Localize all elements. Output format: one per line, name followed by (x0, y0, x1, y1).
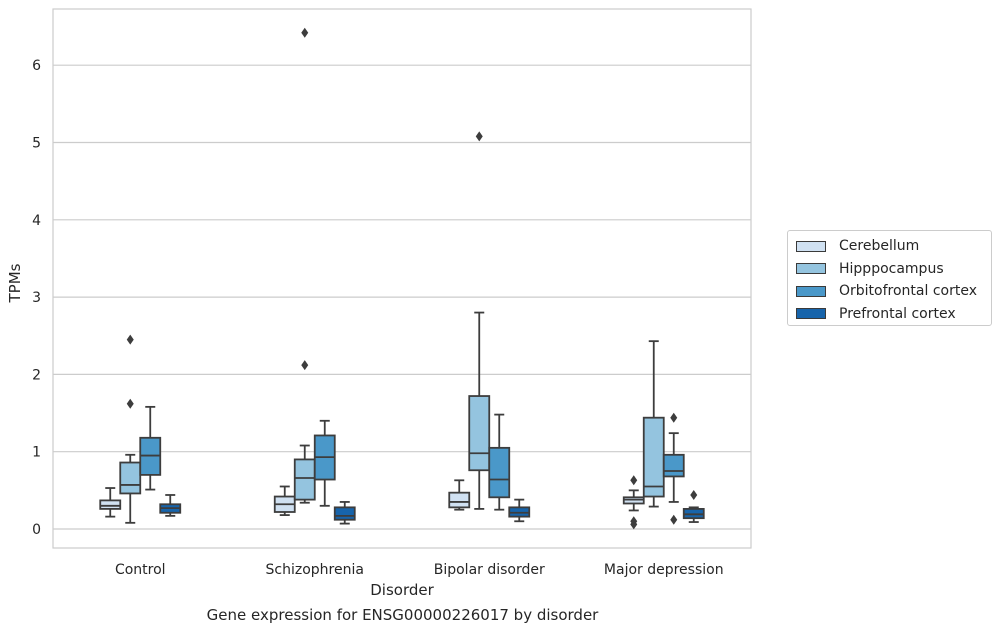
box-body (333, 506, 356, 521)
box-1-2 (313, 419, 336, 507)
x-tick-labels: Control Schizophrenia Bipolar disorder Majo… (115, 562, 724, 578)
legend-swatch (796, 240, 826, 252)
box-1-0 (273, 485, 296, 516)
legend: Cerebellum Hipppocampus Orbitofrontal cort… (787, 230, 992, 326)
box-2-0 (448, 479, 471, 511)
x-tick-label: Schizophrenia (266, 562, 364, 578)
box-body (468, 395, 491, 472)
outlier-point (670, 514, 678, 525)
legend-label: Prefrontal cortex (839, 305, 956, 322)
box-0-1 (119, 334, 142, 524)
y-tick-label: 3 (32, 290, 41, 306)
box-3-1 (642, 340, 665, 508)
legend-item: Hipppocampus (796, 258, 983, 281)
box-groups (99, 27, 705, 530)
legend-swatch (796, 285, 826, 297)
figure-caption: Gene expression for ENSG00000226017 by d… (206, 606, 599, 624)
outlier-point (630, 475, 638, 486)
box-3-3 (682, 489, 705, 523)
y-tick-label: 6 (32, 58, 41, 74)
box-1-1 (293, 27, 316, 504)
y-tick-label: 1 (32, 445, 41, 461)
outlier-point (301, 27, 309, 38)
y-tick-labels: 0 1 2 3 4 5 6 (32, 58, 41, 538)
y-tick-label: 4 (32, 213, 41, 229)
box-0-0 (99, 487, 122, 518)
legend-item: Prefrontal cortex (796, 303, 983, 326)
outlier-point (690, 489, 698, 500)
outlier-point (126, 334, 134, 345)
y-tick-label: 2 (32, 367, 41, 383)
box-body (119, 461, 142, 495)
legend-label: Orbitofrontal cortex (839, 283, 977, 300)
x-axis-label: Disorder (370, 581, 434, 599)
box-3-0 (622, 475, 645, 530)
legend-label: Cerebellum (839, 238, 920, 255)
box-1-3 (333, 501, 356, 525)
outlier-point (126, 398, 134, 409)
grid-lines (53, 64, 751, 530)
legend-swatch (796, 308, 826, 320)
box-2-1 (468, 131, 491, 510)
x-tick-label: Bipolar disorder (434, 562, 545, 578)
outlier-point (301, 360, 309, 371)
plot-frame (52, 8, 752, 549)
box-body (448, 491, 471, 509)
box-2-2 (488, 413, 511, 511)
box-body (662, 453, 685, 478)
outlier-point (670, 412, 678, 423)
outlier-point (630, 519, 638, 530)
legend-label: Hipppocampus (839, 260, 944, 277)
box-2-3 (508, 498, 531, 523)
y-tick-label: 0 (32, 522, 41, 538)
box-body (642, 416, 665, 498)
y-axis-label: TPMs (6, 263, 24, 303)
legend-swatch (796, 263, 826, 275)
outlier-point (475, 131, 483, 142)
x-tick-label: Major depression (604, 562, 724, 578)
box-3-2 (662, 412, 685, 525)
x-tick-label: Control (115, 562, 166, 578)
box-body (293, 458, 316, 501)
box-body (488, 446, 511, 499)
legend-item: Cerebellum (796, 235, 983, 258)
box-body (99, 499, 122, 510)
y-tick-label: 5 (32, 136, 41, 152)
legend-item: Orbitofrontal cortex (796, 280, 983, 303)
box-0-3 (159, 494, 182, 517)
box-0-2 (139, 405, 162, 491)
